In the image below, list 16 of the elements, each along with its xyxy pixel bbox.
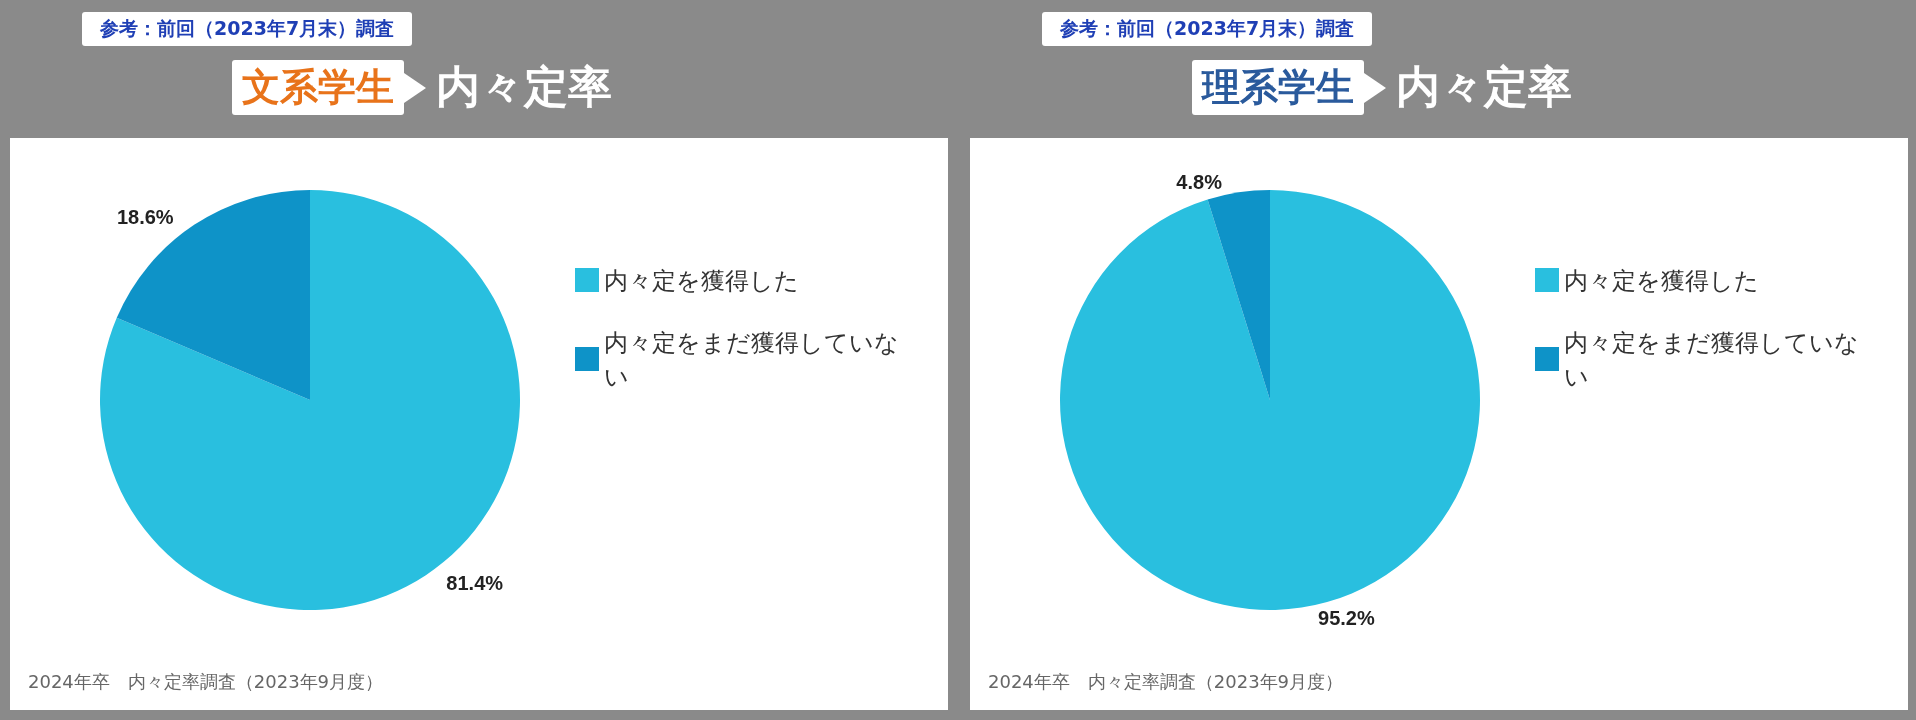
chart-title: 理系学生 (1192, 60, 1364, 115)
text: 2024年卒 内々定率調査（2023年9月度） (28, 670, 384, 694)
legend-label: 内々定をまだ獲得していない (604, 328, 899, 390)
legend-label: 内々定をまだ獲得していない (1564, 328, 1859, 390)
text: 参考：前回（2023年7月末）調査 (1042, 12, 1373, 46)
data-label: 18.6% (116, 205, 174, 228)
text: 2024年卒 内々定率調査（2023年9月度） (988, 670, 1344, 694)
legend-label: 内々定を獲得した (604, 266, 799, 294)
text: 参考：前回（2023年7月末）調査 (82, 12, 413, 46)
legend-label: 内々定を獲得した (1564, 266, 1759, 294)
data-label: 95.2% (1318, 606, 1375, 629)
chart-subtitle: 内々定率 (1396, 60, 1572, 114)
chart-subtitle: 内々定率 (436, 60, 612, 114)
chart-title: 文系学生 (232, 60, 404, 115)
data-label: 81.4% (446, 572, 504, 595)
data-label: 4.8% (1176, 171, 1223, 194)
